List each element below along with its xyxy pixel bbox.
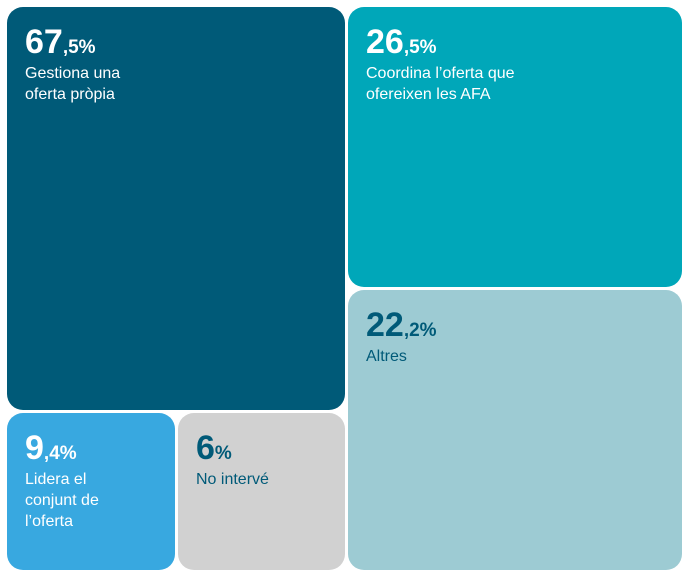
value-label: 22,2% [366, 308, 664, 342]
category-label: Altres [366, 348, 407, 365]
value-rest: ,5% [62, 37, 96, 58]
value-label: 67,5% [25, 25, 327, 59]
value-rest: ,2% [403, 320, 437, 341]
value-integer: 67 [25, 23, 63, 61]
tile: 67,5% Gestiona una oferta pròpia [7, 7, 345, 410]
value-label: 26,5% [366, 25, 664, 59]
value-integer: 9 [25, 429, 44, 467]
tile: 6% No intervé [178, 413, 345, 570]
category-label: Gestiona una oferta pròpia [25, 65, 121, 103]
value-label: 6% [196, 431, 327, 465]
tile: 22,2% Altres [348, 290, 682, 570]
value-rest: ,5% [403, 37, 437, 58]
value-integer: 26 [366, 23, 404, 61]
tile: 26,5% Coordina l’oferta que ofereixen les… [348, 7, 682, 287]
value-label: 9,4% [25, 431, 157, 465]
category-label: Coordina l’oferta que ofereixen les AFA [366, 65, 515, 103]
value-rest: ,4% [43, 443, 77, 464]
value-rest: % [214, 443, 232, 464]
tile: 9,4% Lidera el conjunt de l’oferta [7, 413, 175, 570]
category-label: Lidera el conjunt de l’oferta [25, 471, 99, 530]
value-integer: 22 [366, 306, 404, 344]
category-label: No intervé [196, 471, 269, 488]
value-integer: 6 [196, 429, 215, 467]
